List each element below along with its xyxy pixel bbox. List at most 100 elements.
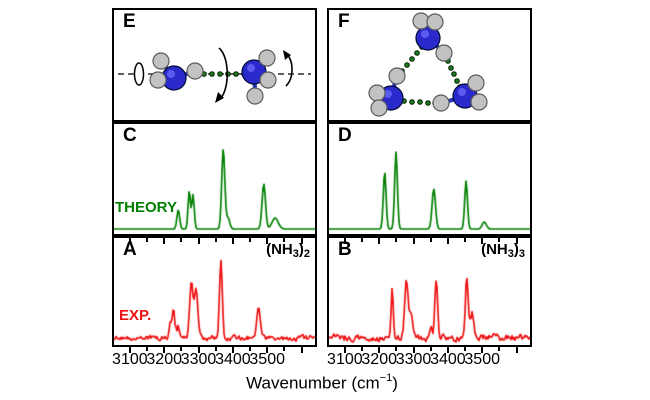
x-axis-tick — [395, 238, 398, 242]
theory-trimer-spectrum-canvas — [329, 124, 530, 234]
hydrogen-atom — [186, 62, 204, 80]
x-axis-tick — [266, 238, 269, 244]
panel-label: F — [338, 11, 350, 32]
x-axis-tick — [481, 238, 484, 244]
x-axis-title: Wavenumber (cm−1) — [246, 372, 398, 393]
panel-B-experiment-spectrum: B (NH3)3 — [327, 236, 532, 347]
hydrogen-atom — [149, 71, 167, 89]
x-axis-tick — [266, 347, 269, 353]
x-axis-tick-label: 3200 — [146, 351, 182, 368]
rotation-axis-ellipse — [133, 62, 145, 86]
x-axis-tick — [180, 238, 183, 242]
x-axis-tick — [231, 238, 234, 244]
ammonia-molecule-right — [432, 74, 488, 112]
hydrogen-atom — [368, 84, 386, 102]
experiment-trimer-spectrum-canvas — [329, 238, 530, 345]
theory-dimer-spectrum-canvas — [114, 124, 315, 234]
x-axis-tick — [446, 347, 449, 353]
x-axis-tick — [300, 347, 303, 353]
x-axis-tick — [343, 347, 346, 353]
hydrogen-atom — [370, 99, 388, 117]
x-axis-tick — [128, 347, 131, 353]
arrowhead — [215, 92, 224, 103]
x-axis-tick — [197, 238, 200, 244]
theory-label: THEORY — [115, 199, 177, 216]
x-axis-tick — [163, 238, 166, 244]
hydrogen-atom — [470, 93, 488, 111]
hydrogen-atom — [432, 94, 450, 112]
hydrogen-atom — [258, 49, 276, 67]
x-axis-tick — [180, 347, 183, 351]
x-axis-tick-label: 3400 — [430, 351, 466, 368]
hydrogen-atom — [152, 52, 170, 70]
panel-label: C — [123, 125, 137, 146]
x-axis-tick — [378, 238, 381, 244]
x-axis-tick — [395, 347, 398, 351]
panel-A-experiment-spectrum: A EXP. (NH3)2 — [112, 236, 317, 347]
x-axis-tick — [300, 238, 303, 244]
x-axis-tick — [515, 238, 518, 244]
panel-label: D — [338, 125, 352, 146]
x-axis-tick-label: 3300 — [180, 351, 217, 368]
x-axis-tick — [446, 238, 449, 244]
x-axis-tick-label: 3300 — [395, 351, 432, 368]
x-axis-tick — [128, 238, 131, 244]
x-axis-tick-label: 3100 — [112, 351, 148, 368]
panel-label: B — [338, 239, 352, 260]
x-axis-tick — [498, 238, 501, 242]
ammonia-dimer-structure — [118, 47, 311, 105]
x-axis-tick — [231, 347, 234, 353]
hydrogen-atom — [246, 87, 264, 105]
x-axis-tick — [146, 238, 149, 242]
x-axis-tick — [498, 347, 501, 351]
cluster-formula-trimer: (NH3)3 — [481, 241, 525, 260]
hydrogen-atom — [435, 44, 453, 62]
x-axis-tick — [249, 347, 252, 351]
experiment-dimer-spectrum-canvas — [114, 238, 315, 345]
x-axis-tick — [412, 347, 415, 353]
x-axis-tick — [283, 347, 286, 351]
x-axis-tick — [249, 238, 252, 242]
x-axis-tick-label: 3400 — [215, 351, 251, 368]
arrowhead — [283, 50, 291, 60]
x-axis-tick — [163, 347, 166, 353]
x-axis-tick-label: 3500 — [464, 351, 500, 368]
hydrogen-atom — [259, 71, 277, 89]
x-axis-tick — [464, 347, 467, 351]
x-axis-tick — [283, 238, 286, 242]
ammonia-molecule-left — [149, 52, 204, 91]
x-axis-tick — [361, 347, 364, 351]
x-axis-tick — [429, 347, 432, 351]
panel-C-theory-spectrum: C THEORY — [112, 122, 317, 236]
ammonia-molecule-left — [368, 67, 406, 117]
x-axis-tick-label: 3200 — [361, 351, 397, 368]
ammonia-molecule-top — [412, 12, 453, 62]
x-axis-tick — [412, 238, 415, 244]
experiment-label: EXP. — [119, 307, 152, 324]
x-axis-tick-label: 3100 — [327, 351, 363, 368]
x-axis-tick — [429, 238, 432, 242]
panel-label: E — [123, 11, 136, 32]
x-axis-tick — [481, 347, 484, 353]
cluster-formula-dimer: (NH3)2 — [266, 241, 310, 260]
hydrogen-atom — [467, 74, 485, 92]
panel-label: A — [123, 239, 137, 260]
hydrogen-atom — [426, 13, 444, 31]
x-axis-tick — [464, 238, 467, 242]
x-axis-tick — [343, 238, 346, 244]
ammonia-molecule-right — [241, 49, 277, 105]
panel-F-structure: F — [327, 8, 532, 122]
x-axis-tick — [214, 347, 217, 351]
panel-E-structure: E — [112, 8, 317, 122]
x-axis-tick — [197, 347, 200, 353]
ammonia-trimer-structure — [368, 12, 488, 117]
hydrogen-atom — [388, 67, 406, 85]
x-axis-tick — [378, 347, 381, 353]
x-axis-tick — [214, 238, 217, 242]
x-axis-tick — [361, 238, 364, 242]
x-axis-tick-label: 3500 — [249, 351, 285, 368]
panel-D-theory-spectrum: D — [327, 122, 532, 236]
x-axis-tick — [146, 347, 149, 351]
x-axis-tick — [515, 347, 518, 353]
